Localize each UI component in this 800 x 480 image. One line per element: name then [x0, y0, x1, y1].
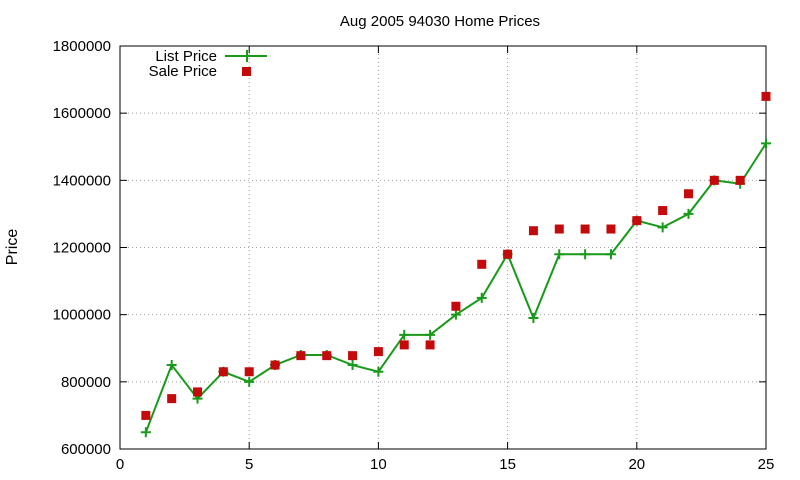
sale-price-point [735, 175, 745, 185]
x-tick-label: 10 [370, 456, 387, 473]
list-price-point [657, 222, 668, 233]
sale-price-point [425, 340, 435, 350]
chart-title: Aug 2005 94030 Home Prices [340, 13, 540, 30]
sale-price-point [244, 367, 254, 377]
list-price-point [347, 360, 358, 371]
legend-marker-list-price [241, 50, 253, 62]
sale-price-point [270, 360, 280, 370]
legend: List Price Sale Price [149, 48, 267, 80]
list-price-point [580, 249, 591, 260]
x-tick-label: 25 [758, 456, 775, 473]
y-tick-label: 800000 [61, 374, 111, 391]
y-tick-label: 1000000 [53, 307, 111, 324]
sale-price-point [322, 351, 332, 361]
list-price-point [605, 249, 616, 260]
sale-price-point [141, 410, 151, 420]
sale-price-point [632, 216, 642, 226]
list-price-line [144, 142, 767, 433]
list-price-point [166, 360, 177, 371]
sale-price-point [683, 189, 693, 199]
list-price-point [528, 313, 539, 324]
sale-price-point [503, 249, 513, 259]
y-axis-label: Price [4, 229, 21, 266]
list-price-point [554, 249, 565, 260]
sale-price-point [528, 226, 538, 236]
y-tick-label: 1400000 [53, 172, 111, 189]
sale-price-point [373, 347, 383, 357]
list-price-point [399, 329, 410, 340]
x-tick-label: 20 [628, 456, 645, 473]
list-price-point [140, 427, 151, 438]
list-price-point [761, 138, 771, 149]
list-price-point [373, 366, 384, 377]
legend-label-list-price: List Price [155, 48, 217, 65]
x-tick-label: 5 [245, 456, 253, 473]
sale-price-point [218, 367, 228, 377]
sale-price-point [348, 351, 358, 361]
list-price-point [476, 292, 487, 303]
x-tick-label: 15 [499, 456, 516, 473]
series-layer [140, 91, 771, 438]
sale-price-point [761, 91, 771, 101]
list-price-point [683, 208, 694, 219]
sale-price-point [477, 259, 487, 269]
list-price-point [425, 329, 436, 340]
y-tick-label: 1800000 [53, 38, 111, 55]
sale-price-point [580, 224, 590, 234]
y-tick-label: 600000 [61, 441, 111, 458]
legend-label-sale-price: Sale Price [149, 63, 217, 80]
y-tick-label: 1200000 [53, 240, 111, 257]
sale-price-point [554, 224, 564, 234]
list-price-point [450, 309, 461, 320]
sale-price-point [451, 301, 461, 311]
sale-price-point [296, 351, 306, 361]
legend-marker-sale-price [242, 67, 251, 76]
sale-price-point [606, 224, 616, 234]
sale-price-point [399, 340, 409, 350]
axis-ticks: 0 5 10 15 20 25 600000 800000 1000000 1200000 1400… [53, 38, 775, 473]
list-price-point [244, 376, 255, 387]
x-tick-label: 0 [116, 456, 124, 473]
sale-price-point [709, 175, 719, 185]
sale-price-point [658, 206, 668, 216]
sale-price-point [193, 387, 203, 397]
grid [120, 46, 766, 449]
sale-price-point [167, 394, 177, 404]
y-tick-label: 1600000 [53, 105, 111, 122]
